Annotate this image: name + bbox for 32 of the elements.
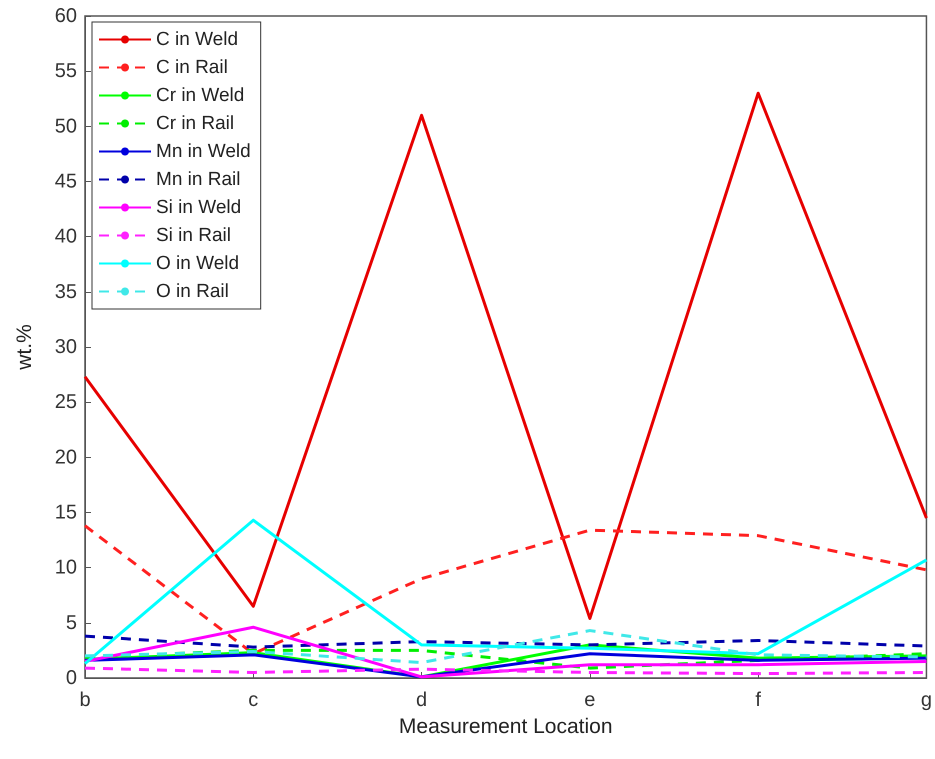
x-tick-label: d (416, 689, 428, 711)
y-tick-label: 30 (54, 336, 77, 358)
y-tick-label: 60 (54, 5, 77, 27)
legend-label: C in Weld (156, 29, 238, 50)
line-series (84, 629, 928, 664)
x-tick-label: c (248, 689, 258, 711)
y-tick-label: 55 (54, 60, 77, 82)
legend-label: C in Rail (156, 57, 228, 78)
legend-label: Mn in Weld (156, 141, 251, 162)
x-tick-label: e (584, 689, 596, 711)
y-axis-title: wt.% (13, 324, 36, 371)
legend-label: Cr in Rail (156, 113, 234, 134)
y-tick-label: 0 (66, 667, 77, 689)
x-axis-title: Measurement Location (398, 715, 613, 738)
y-tick-label: 45 (54, 170, 77, 192)
legend-label: Si in Weld (156, 197, 242, 218)
legend-label: Cr in Weld (156, 85, 244, 106)
y-tick-label: 15 (54, 502, 77, 524)
y-tick-label: 10 (54, 556, 77, 579)
y-tick-label: 20 (54, 446, 77, 468)
legend-label: Mn in Rail (156, 169, 240, 190)
legend-label: O in Weld (156, 253, 240, 274)
y-tick-label: 40 (54, 226, 77, 248)
y-tick-label: 50 (54, 115, 77, 138)
y-tick-label: 25 (54, 391, 77, 414)
y-tick-label: 5 (66, 612, 77, 634)
legend-label: O in Rail (156, 281, 229, 302)
x-tick-label: b (79, 689, 91, 711)
x-tick-label: g (920, 689, 932, 711)
y-tick-label: 35 (54, 280, 77, 303)
x-tick-label: f (755, 689, 762, 711)
legend-label: Si in Rail (156, 225, 231, 246)
